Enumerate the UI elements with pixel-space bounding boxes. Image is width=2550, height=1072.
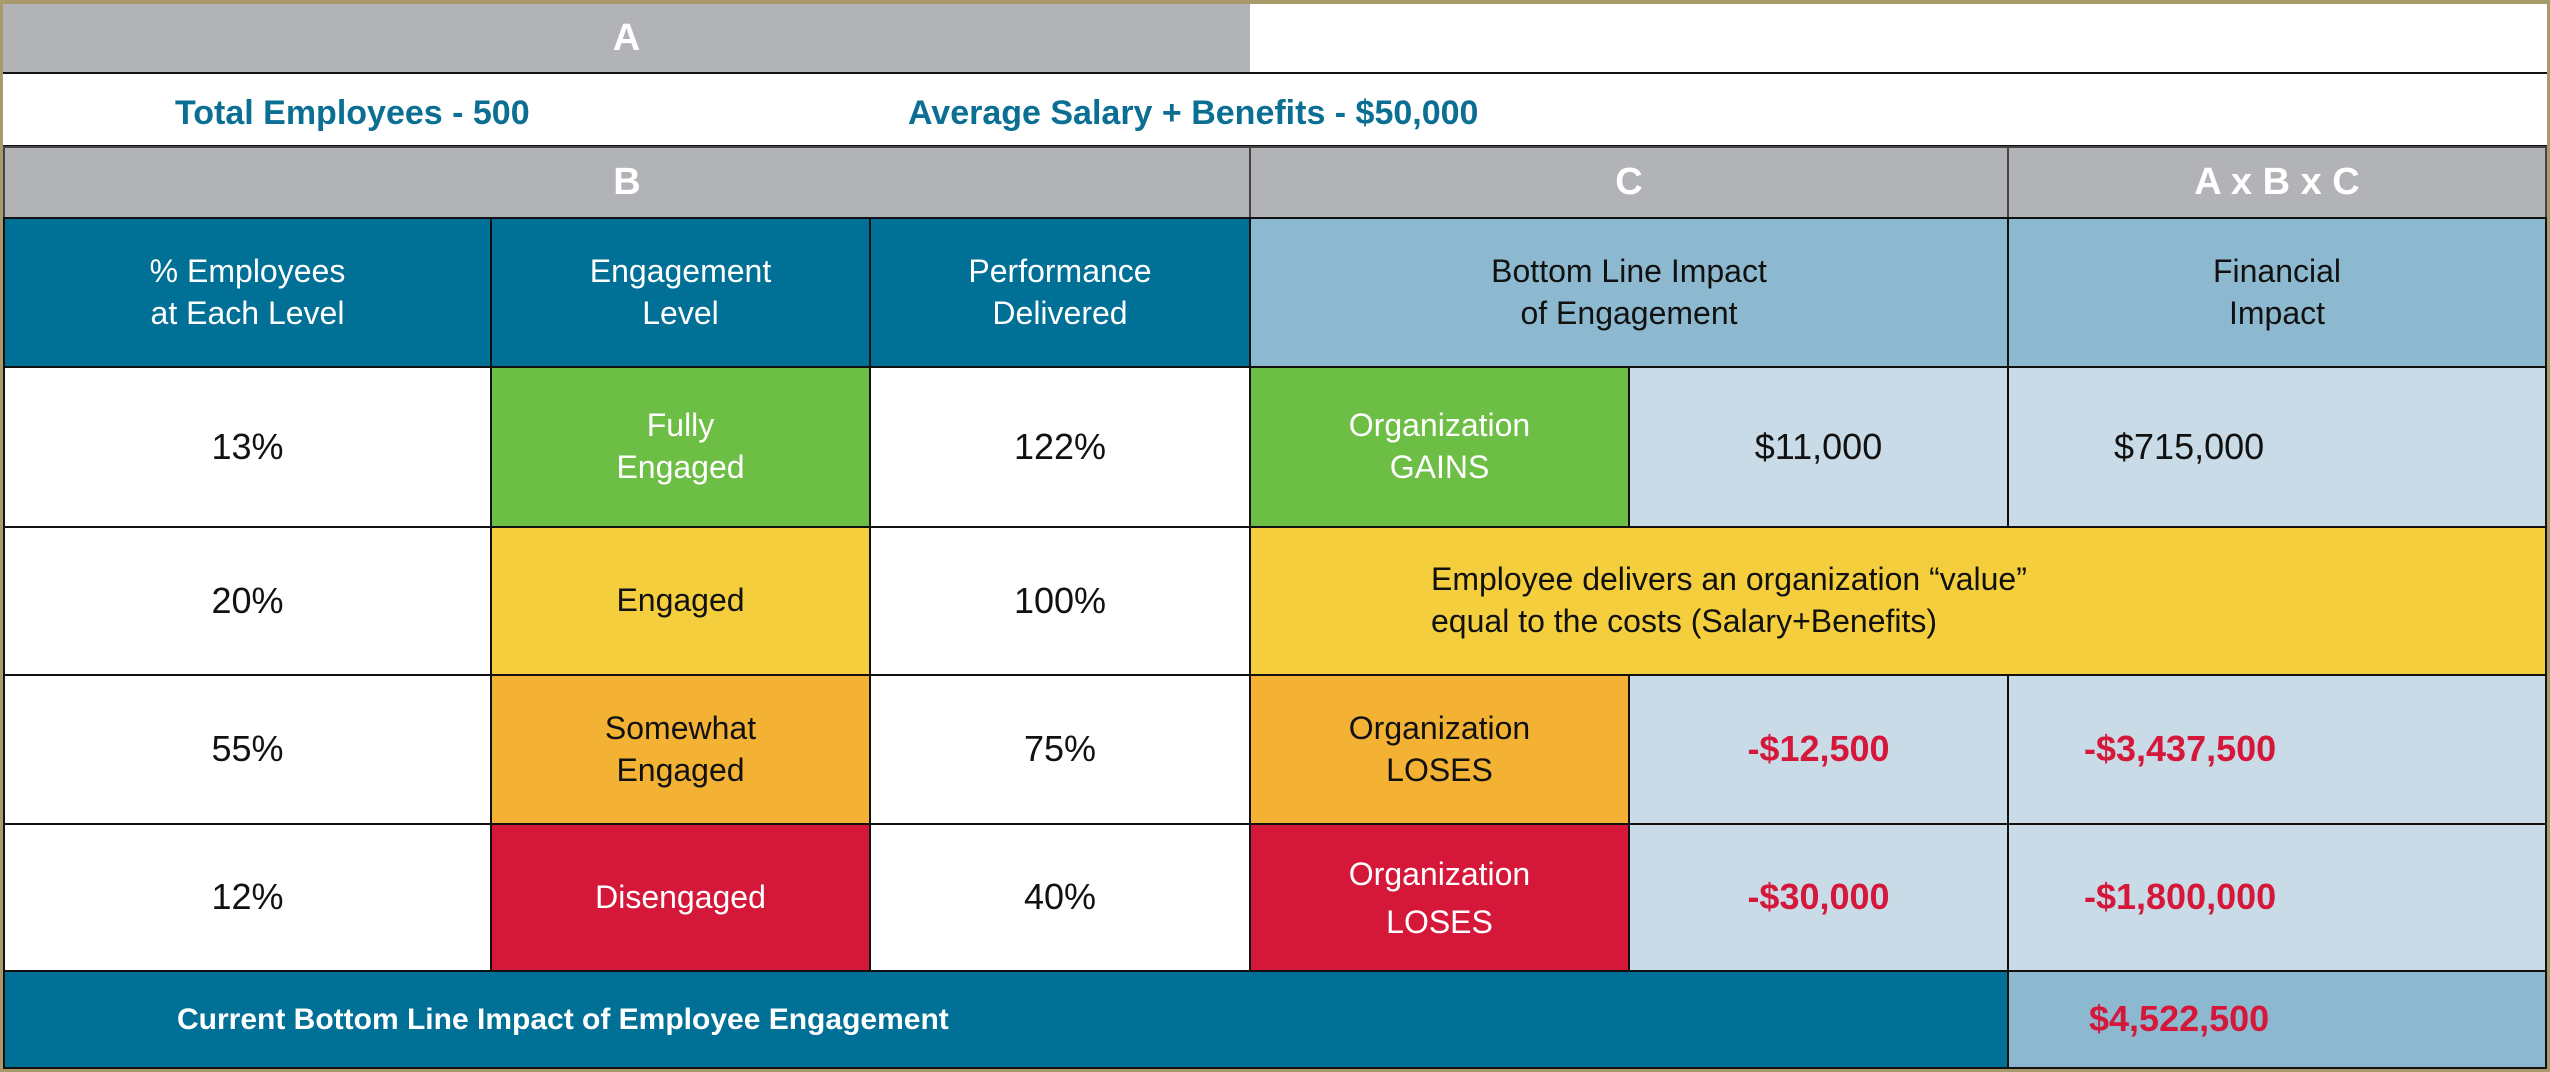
row3-financial: -$3,437,500 bbox=[2007, 674, 2547, 825]
col-header-financial-line2: Impact bbox=[2228, 294, 2326, 331]
row2-level: Engaged bbox=[490, 526, 871, 676]
col-header-level: Engagement Level bbox=[490, 217, 871, 368]
col-header-performance-line1: Performance bbox=[968, 252, 1152, 289]
row1-level-line1: Fully bbox=[646, 407, 715, 444]
header-abc: A x B x C bbox=[2007, 146, 2547, 219]
row4-performance: 40% bbox=[869, 823, 1251, 972]
col-header-bottom-line: Bottom Line Impact of Engagement bbox=[1249, 217, 2009, 368]
footer-total: $4,522,500 bbox=[2007, 970, 2547, 1069]
row4-level: Disengaged bbox=[490, 823, 871, 972]
header-a: A bbox=[3, 4, 1250, 74]
row2-note: Employee delivers an organization “value… bbox=[1249, 526, 2547, 676]
col-header-pct-line1: % Employees bbox=[149, 252, 346, 289]
row1-org-line2: GAINS bbox=[1389, 449, 1490, 485]
row4-pct: 12% bbox=[3, 823, 492, 972]
row3-performance: 75% bbox=[869, 674, 1251, 825]
row4-financial: -$1,800,000 bbox=[2007, 823, 2547, 972]
row1-level-line2: Engaged bbox=[616, 449, 745, 485]
row1-per-employee: $11,000 bbox=[1628, 366, 2009, 528]
col-header-bottom-line-line2: of Engagement bbox=[1520, 294, 1738, 331]
footer-label-text: Current Bottom Line Impact of Employee E… bbox=[177, 1003, 949, 1036]
total-employees: Total Employees - 500 bbox=[175, 94, 530, 132]
row3-org-line1: Organization bbox=[1348, 709, 1531, 746]
header-b-label: B bbox=[613, 160, 641, 203]
col-header-pct: % Employees at Each Level bbox=[3, 217, 492, 368]
row1-financial: $715,000 bbox=[2007, 366, 2547, 528]
col-header-performance: Performance Delivered bbox=[869, 217, 1251, 368]
row1-org: Organization GAINS bbox=[1249, 366, 1630, 528]
row4-per-employee: -$30,000 bbox=[1628, 823, 2009, 972]
col-header-level-line2: Level bbox=[642, 294, 719, 331]
row3-level-line2: Engaged bbox=[616, 751, 745, 788]
footer-total-value: $4,522,500 bbox=[2089, 998, 2270, 1040]
header-a-blank bbox=[1250, 4, 2547, 74]
row1-pct: 13% bbox=[3, 366, 492, 528]
col-header-performance-line2: Delivered bbox=[992, 294, 1128, 331]
row3-org-line2: LOSES bbox=[1386, 751, 1493, 788]
col-header-financial-line1: Financial bbox=[2212, 252, 2342, 289]
header-b: B bbox=[3, 146, 1251, 219]
col-header-pct-line2: at Each Level bbox=[150, 294, 345, 331]
row3-org: Organization LOSES bbox=[1249, 674, 1630, 825]
header-c-label: C bbox=[1615, 160, 1643, 203]
row2-level-line1: Engaged bbox=[616, 582, 745, 619]
header-c: C bbox=[1249, 146, 2009, 219]
row1-org-line1: Organization bbox=[1348, 407, 1531, 444]
row2-performance: 100% bbox=[869, 526, 1251, 676]
row1-performance: 122% bbox=[869, 366, 1251, 528]
row2-note-line2: equal to the costs (Salary+Benefits) bbox=[1431, 603, 1938, 639]
row4-org-line2: LOSES bbox=[1386, 903, 1493, 940]
row4-org: Organization LOSES bbox=[1249, 823, 1630, 972]
row4-org-line1: Organization bbox=[1348, 855, 1531, 892]
col-header-financial: Financial Impact bbox=[2007, 217, 2547, 368]
row2-note-line1: Employee delivers an organization “value… bbox=[1431, 561, 2027, 598]
col-header-level-line1: Engagement bbox=[589, 252, 772, 289]
row4-level-line1: Disengaged bbox=[595, 878, 766, 915]
header-abc-label: A x B x C bbox=[2194, 160, 2360, 203]
average-salary: Average Salary + Benefits - $50,000 bbox=[908, 94, 1479, 132]
row3-per-employee: -$12,500 bbox=[1628, 674, 2009, 825]
footer-label: Current Bottom Line Impact of Employee E… bbox=[3, 970, 2009, 1069]
col-header-bottom-line-line1: Bottom Line Impact bbox=[1491, 252, 1767, 289]
row3-level: Somewhat Engaged bbox=[490, 674, 871, 825]
row3-pct: 55% bbox=[3, 674, 492, 825]
row1-level: Fully Engaged bbox=[490, 366, 871, 528]
row2-pct: 20% bbox=[3, 526, 492, 676]
summary-row bbox=[3, 72, 2547, 147]
header-a-label: A bbox=[612, 17, 641, 60]
row3-level-line1: Somewhat bbox=[604, 709, 757, 746]
